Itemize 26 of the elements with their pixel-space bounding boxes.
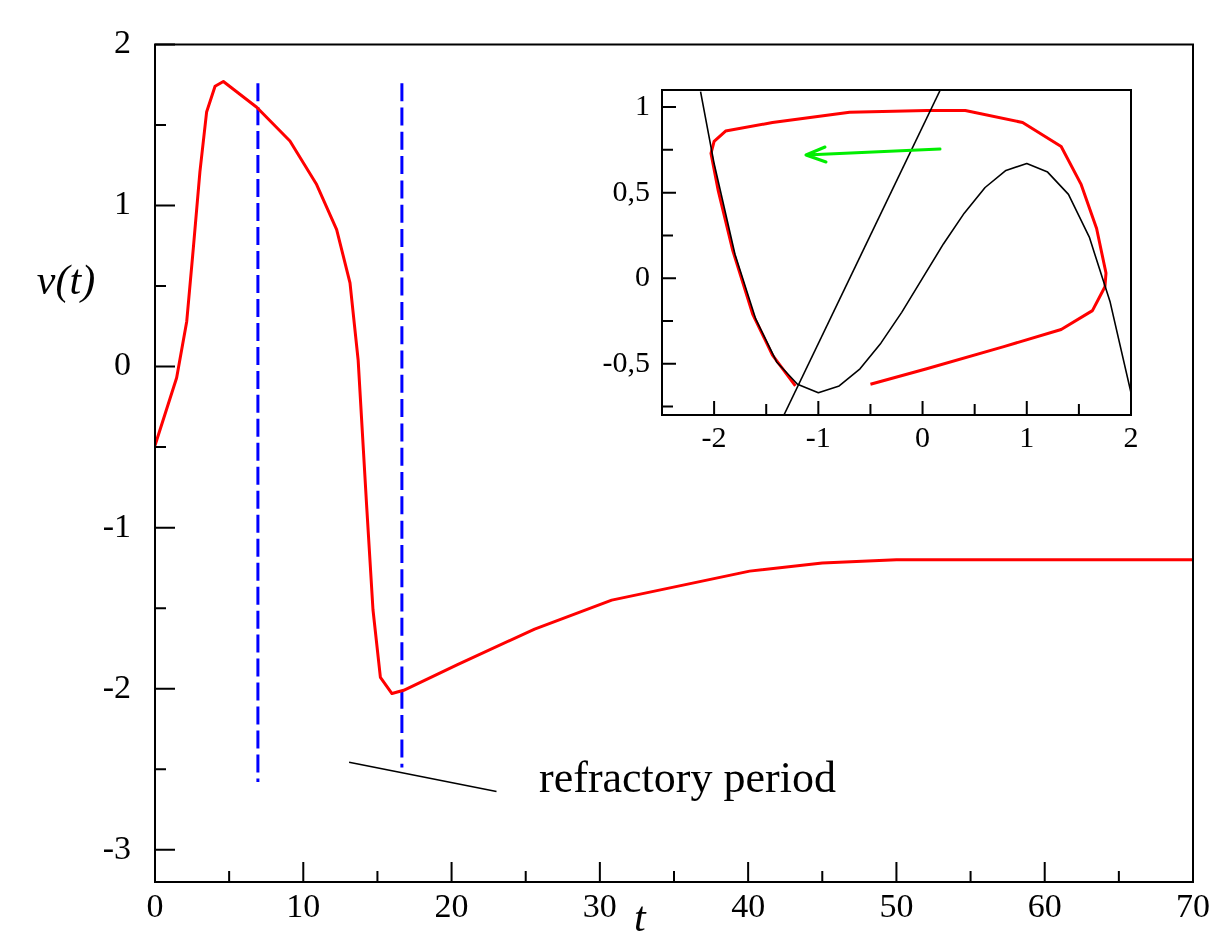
y-tick-label: 1 bbox=[114, 184, 131, 222]
x-tick-label: 10 bbox=[286, 887, 321, 925]
x-tick-label: 60 bbox=[1027, 887, 1062, 925]
y-tick-label: -3 bbox=[102, 828, 131, 866]
y-tick-label: -0,5 bbox=[602, 344, 650, 378]
y-tick-label: 0,5 bbox=[612, 173, 650, 207]
x-tick-label: 2 bbox=[1123, 419, 1139, 453]
x-tick-label: -2 bbox=[701, 419, 727, 453]
x-tick-label: 30 bbox=[582, 887, 617, 925]
y-tick-label: 1 bbox=[635, 87, 650, 121]
x-tick-label: 0 bbox=[146, 887, 164, 925]
y-axis-title: v(t) bbox=[36, 257, 96, 305]
x-tick-label: 0 bbox=[915, 419, 931, 453]
y-tick-label: 0 bbox=[114, 345, 131, 383]
y-tick-label: 2 bbox=[114, 23, 131, 61]
y-tick-label: -2 bbox=[102, 667, 131, 705]
x-tick-label: 1 bbox=[1019, 419, 1035, 453]
x-axis-title: t bbox=[633, 894, 647, 940]
y-tick-label: -1 bbox=[102, 506, 131, 544]
y-tick-label: 0 bbox=[635, 259, 650, 293]
annotation: refractory period bbox=[539, 753, 836, 803]
x-tick-label: 40 bbox=[731, 887, 766, 925]
x-tick-label: 70 bbox=[1176, 887, 1210, 925]
x-tick-label: 20 bbox=[434, 887, 469, 925]
x-tick-label: -1 bbox=[805, 419, 831, 453]
x-tick-label: 50 bbox=[879, 887, 914, 925]
